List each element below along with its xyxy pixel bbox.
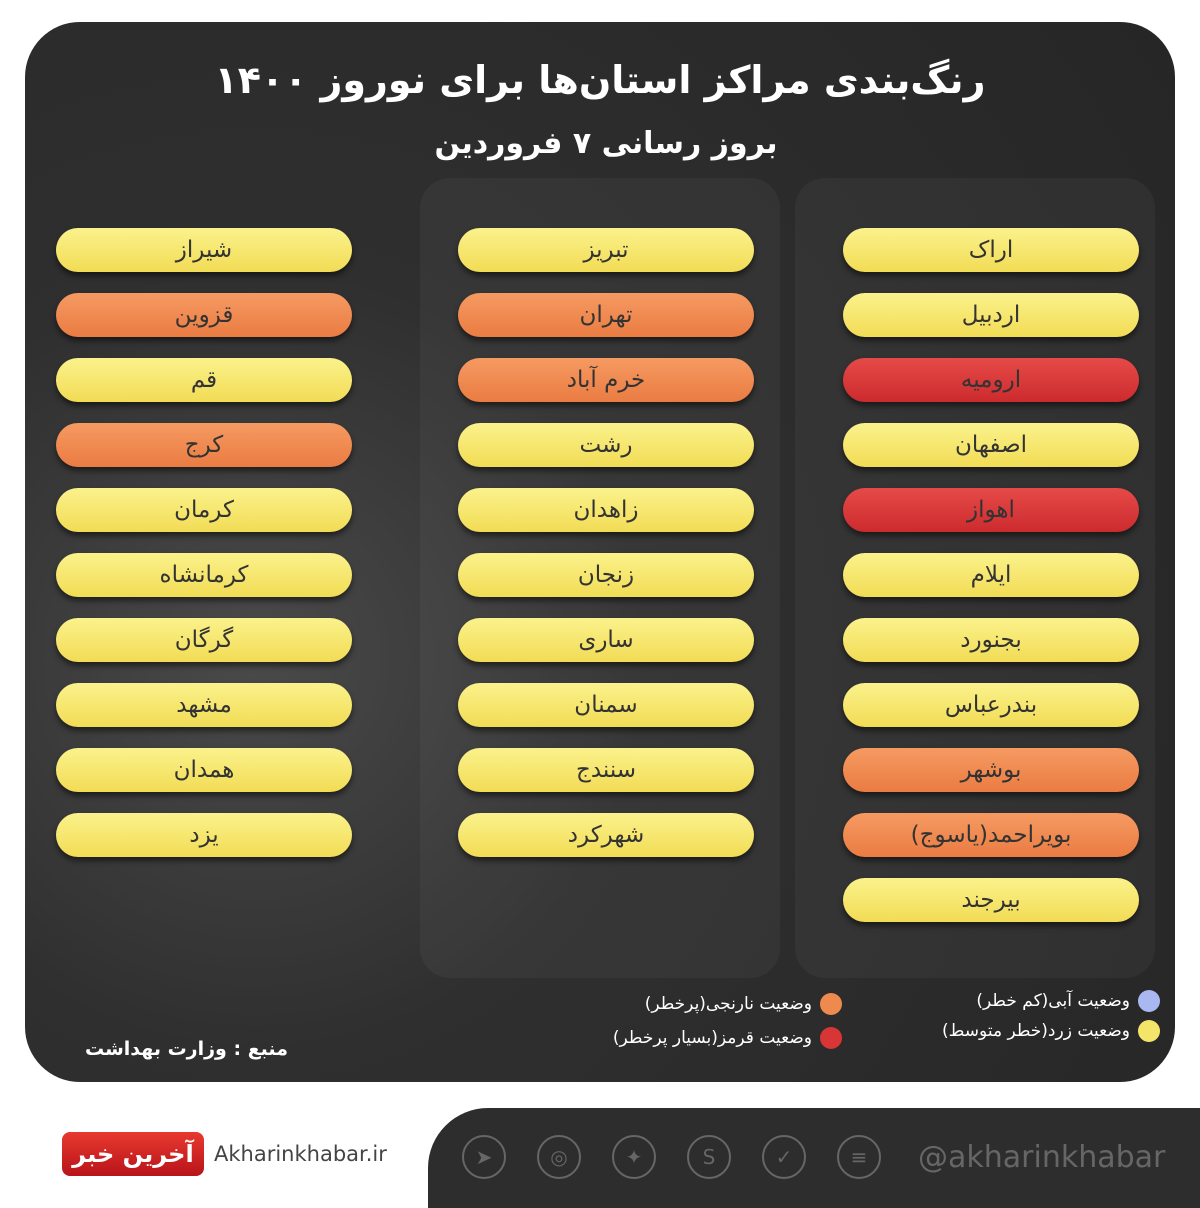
province-pill: اصفهان bbox=[843, 423, 1139, 467]
brand-logo: آخرین خبر bbox=[62, 1132, 204, 1176]
province-pill: خرم آباد bbox=[458, 358, 754, 402]
blue-dot-icon bbox=[1138, 990, 1160, 1012]
legend-label: وضعیت نارنجی(پرخطر) bbox=[644, 994, 812, 1014]
yellow-dot-icon bbox=[1138, 1020, 1160, 1042]
province-pill: شهرکرد bbox=[458, 813, 754, 857]
orange-dot-icon bbox=[820, 993, 842, 1015]
province-pill: همدان bbox=[56, 748, 352, 792]
province-pill: بوشهر bbox=[843, 748, 1139, 792]
province-pill: زاهدان bbox=[458, 488, 754, 532]
province-pill: تهران bbox=[458, 293, 754, 337]
province-pill: اردبیل bbox=[843, 293, 1139, 337]
province-pill: تبریز bbox=[458, 228, 754, 272]
province-column-left: شیراز قزوین قم کرج کرمان کرمانشاه گرگان مشهد همد… bbox=[56, 228, 352, 878]
instagram-icon[interactable]: ◎ bbox=[537, 1135, 581, 1179]
bale-icon[interactable]: ✓ bbox=[762, 1135, 806, 1179]
province-pill: سنندج bbox=[458, 748, 754, 792]
province-pill: زنجان bbox=[458, 553, 754, 597]
legend-label: وضعیت قرمز(بسیار پرخطر) bbox=[612, 1028, 812, 1048]
province-column-right: اراک اردبیل ارومیه اصفهان اهواز ایلام بجنورد بن… bbox=[843, 228, 1139, 943]
province-pill: بندرعباس bbox=[843, 683, 1139, 727]
province-pill: گرگان bbox=[56, 618, 352, 662]
province-column-middle: تبریز تهران خرم آباد رشت زاهدان زنجان ساری سمنا… bbox=[458, 228, 754, 878]
red-dot-icon bbox=[820, 1027, 842, 1049]
province-pill: قم bbox=[56, 358, 352, 402]
province-pill: بیرجند bbox=[843, 878, 1139, 922]
province-pill: یزد bbox=[56, 813, 352, 857]
province-pill: مشهد bbox=[56, 683, 352, 727]
social-handle[interactable]: @akharinkhabar bbox=[918, 1140, 1166, 1175]
logo-text: آخرین خبر bbox=[72, 1140, 194, 1168]
legend-label: وضعیت آبی(کم خطر) bbox=[976, 991, 1130, 1011]
page-subtitle: بروز رسانی ۷ فروردین bbox=[434, 126, 778, 161]
soroush-icon[interactable]: S bbox=[687, 1135, 731, 1179]
legend-label: وضعیت زرد(خطر متوسط) bbox=[942, 1021, 1130, 1041]
source-label: منبع : وزارت بهداشت bbox=[85, 1038, 288, 1060]
province-pill: کرج bbox=[56, 423, 352, 467]
province-pill: ساری bbox=[458, 618, 754, 662]
twitter-icon[interactable]: ✦ bbox=[612, 1135, 656, 1179]
province-pill: کرمانشاه bbox=[56, 553, 352, 597]
telegram-icon[interactable]: ➤ bbox=[462, 1135, 506, 1179]
province-pill: ایلام bbox=[843, 553, 1139, 597]
legend-orange: وضعیت نارنجی(پرخطر) bbox=[645, 993, 842, 1015]
province-pill: ارومیه bbox=[843, 358, 1139, 402]
site-link[interactable]: Akharinkhabar.ir bbox=[214, 1142, 387, 1166]
eitaa-icon[interactable]: ≡ bbox=[837, 1135, 881, 1179]
province-pill: بجنورد bbox=[843, 618, 1139, 662]
province-pill: اراک bbox=[843, 228, 1139, 272]
province-pill: شیراز bbox=[56, 228, 352, 272]
page-title: رنگ‌بندی مراکز استان‌ها برای نوروز ۱۴۰۰ bbox=[214, 58, 986, 102]
province-pill: قزوین bbox=[56, 293, 352, 337]
province-pill: سمنان bbox=[458, 683, 754, 727]
legend-red: وضعیت قرمز(بسیار پرخطر) bbox=[613, 1027, 842, 1049]
province-pill: کرمان bbox=[56, 488, 352, 532]
province-pill: رشت bbox=[458, 423, 754, 467]
legend-yellow: وضعیت زرد(خطر متوسط) bbox=[942, 1020, 1160, 1042]
province-pill: بویراحمد(یاسوج) bbox=[843, 813, 1139, 857]
legend-blue: وضعیت آبی(کم خطر) bbox=[976, 990, 1160, 1012]
province-pill: اهواز bbox=[843, 488, 1139, 532]
